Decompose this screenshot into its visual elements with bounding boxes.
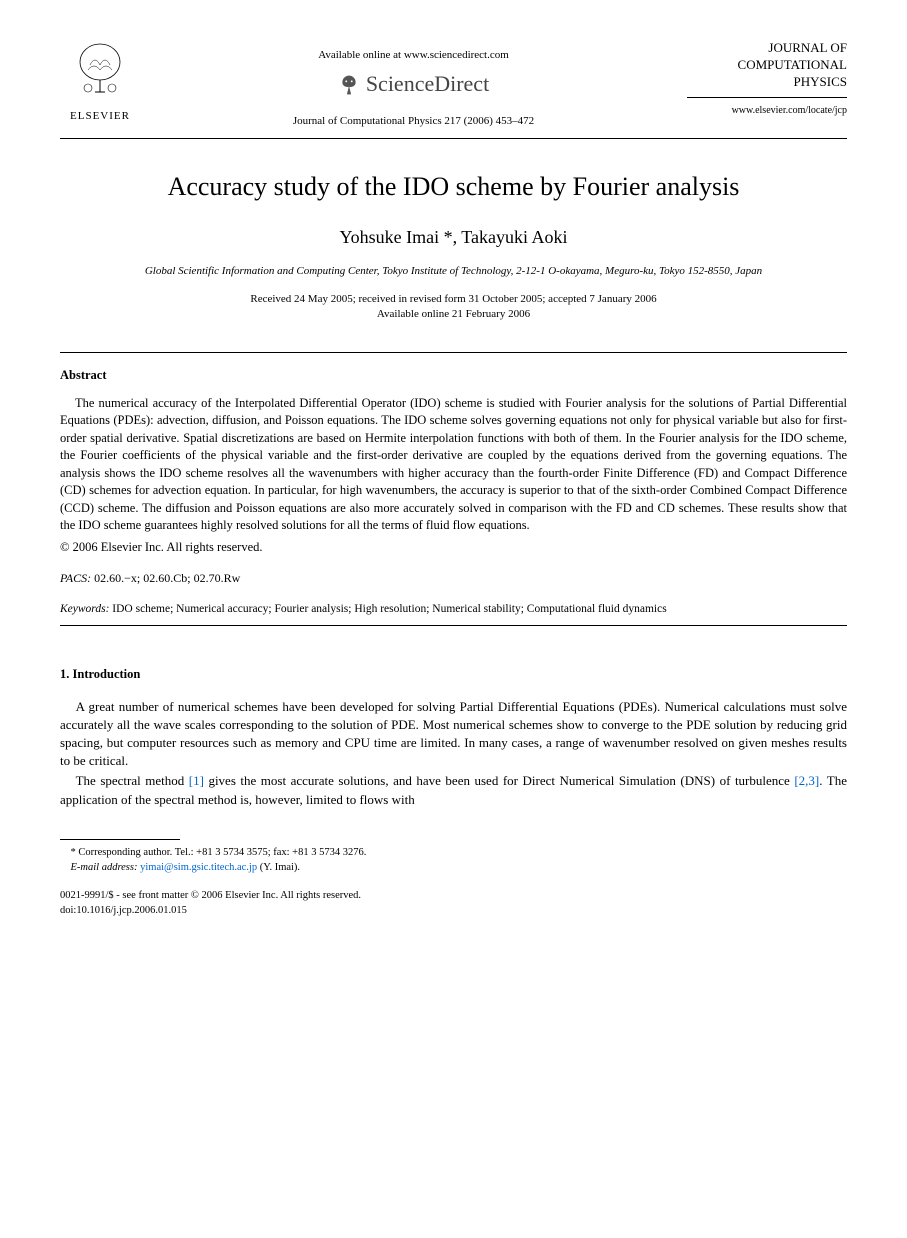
pacs-codes: 02.60.−x; 02.60.Cb; 02.70.Rw bbox=[94, 571, 240, 585]
publisher-name: ELSEVIER bbox=[60, 109, 140, 124]
para2-mid: gives the most accurate solutions, and h… bbox=[204, 773, 794, 788]
journal-name-line1: JOURNAL OF bbox=[687, 40, 847, 57]
journal-citation: Journal of Computational Physics 217 (20… bbox=[140, 114, 687, 129]
journal-name-line3: PHYSICS bbox=[687, 74, 847, 91]
doi-line: doi:10.1016/j.jcp.2006.01.015 bbox=[60, 904, 847, 919]
keywords-line: Keywords: IDO scheme; Numerical accuracy… bbox=[60, 601, 847, 617]
bottom-info: 0021-9991/$ - see front matter © 2006 El… bbox=[60, 889, 847, 918]
keywords-label: Keywords: bbox=[60, 603, 109, 615]
para2-pre: The spectral method bbox=[76, 773, 189, 788]
journal-url[interactable]: www.elsevier.com/locate/jcp bbox=[687, 104, 847, 118]
intro-para-1: A great number of numerical schemes have… bbox=[60, 698, 847, 771]
horizontal-rule bbox=[60, 625, 847, 626]
footnote-rule bbox=[60, 839, 180, 840]
pacs-line: PACS: 02.60.−x; 02.60.Cb; 02.70.Rw bbox=[60, 570, 847, 587]
email-footnote: E-mail address: yimai@sim.gsic.titech.ac… bbox=[60, 861, 847, 876]
email-label: E-mail address: bbox=[71, 862, 138, 873]
keywords-text: IDO scheme; Numerical accuracy; Fourier … bbox=[112, 603, 666, 615]
dates-received: Received 24 May 2005; received in revise… bbox=[60, 292, 847, 307]
right-header: JOURNAL OF COMPUTATIONAL PHYSICS www.els… bbox=[687, 40, 847, 118]
elsevier-logo: ELSEVIER bbox=[60, 40, 140, 125]
copyright: © 2006 Elsevier Inc. All rights reserved… bbox=[60, 539, 847, 557]
elsevier-tree-icon bbox=[70, 40, 130, 100]
horizontal-rule bbox=[60, 138, 847, 139]
sciencedirect-brand: ScienceDirect bbox=[140, 69, 687, 100]
center-header: Available online at www.sciencedirect.co… bbox=[140, 40, 687, 130]
journal-name-line2: COMPUTATIONAL bbox=[687, 57, 847, 74]
abstract-heading: Abstract bbox=[60, 367, 847, 385]
available-online-text: Available online at www.sciencedirect.co… bbox=[140, 48, 687, 63]
pacs-label: PACS: bbox=[60, 571, 91, 585]
sciencedirect-icon bbox=[338, 74, 360, 96]
authors: Yohsuke Imai *, Takayuki Aoki bbox=[60, 225, 847, 250]
journal-name: JOURNAL OF COMPUTATIONAL PHYSICS bbox=[687, 40, 847, 91]
horizontal-rule bbox=[60, 352, 847, 353]
reference-link-1[interactable]: [1] bbox=[189, 773, 204, 788]
issn-line: 0021-9991/$ - see front matter © 2006 El… bbox=[60, 889, 847, 904]
email-link[interactable]: yimai@sim.gsic.titech.ac.jp bbox=[140, 862, 257, 873]
article-title: Accuracy study of the IDO scheme by Four… bbox=[60, 169, 847, 205]
reference-link-2-3[interactable]: [2,3] bbox=[794, 773, 819, 788]
intro-para-2: The spectral method [1] gives the most a… bbox=[60, 772, 847, 808]
affiliation: Global Scientific Information and Comput… bbox=[60, 264, 847, 279]
corresponding-author-footnote: * Corresponding author. Tel.: +81 3 5734… bbox=[60, 846, 847, 861]
introduction-heading: 1. Introduction bbox=[60, 666, 847, 684]
divider bbox=[687, 97, 847, 98]
sciencedirect-text: ScienceDirect bbox=[366, 69, 489, 100]
email-author: (Y. Imai). bbox=[260, 862, 300, 873]
abstract-text: The numerical accuracy of the Interpolat… bbox=[60, 395, 847, 535]
header-row: ELSEVIER Available online at www.science… bbox=[60, 40, 847, 130]
dates-online: Available online 21 February 2006 bbox=[60, 307, 847, 322]
article-dates: Received 24 May 2005; received in revise… bbox=[60, 292, 847, 323]
